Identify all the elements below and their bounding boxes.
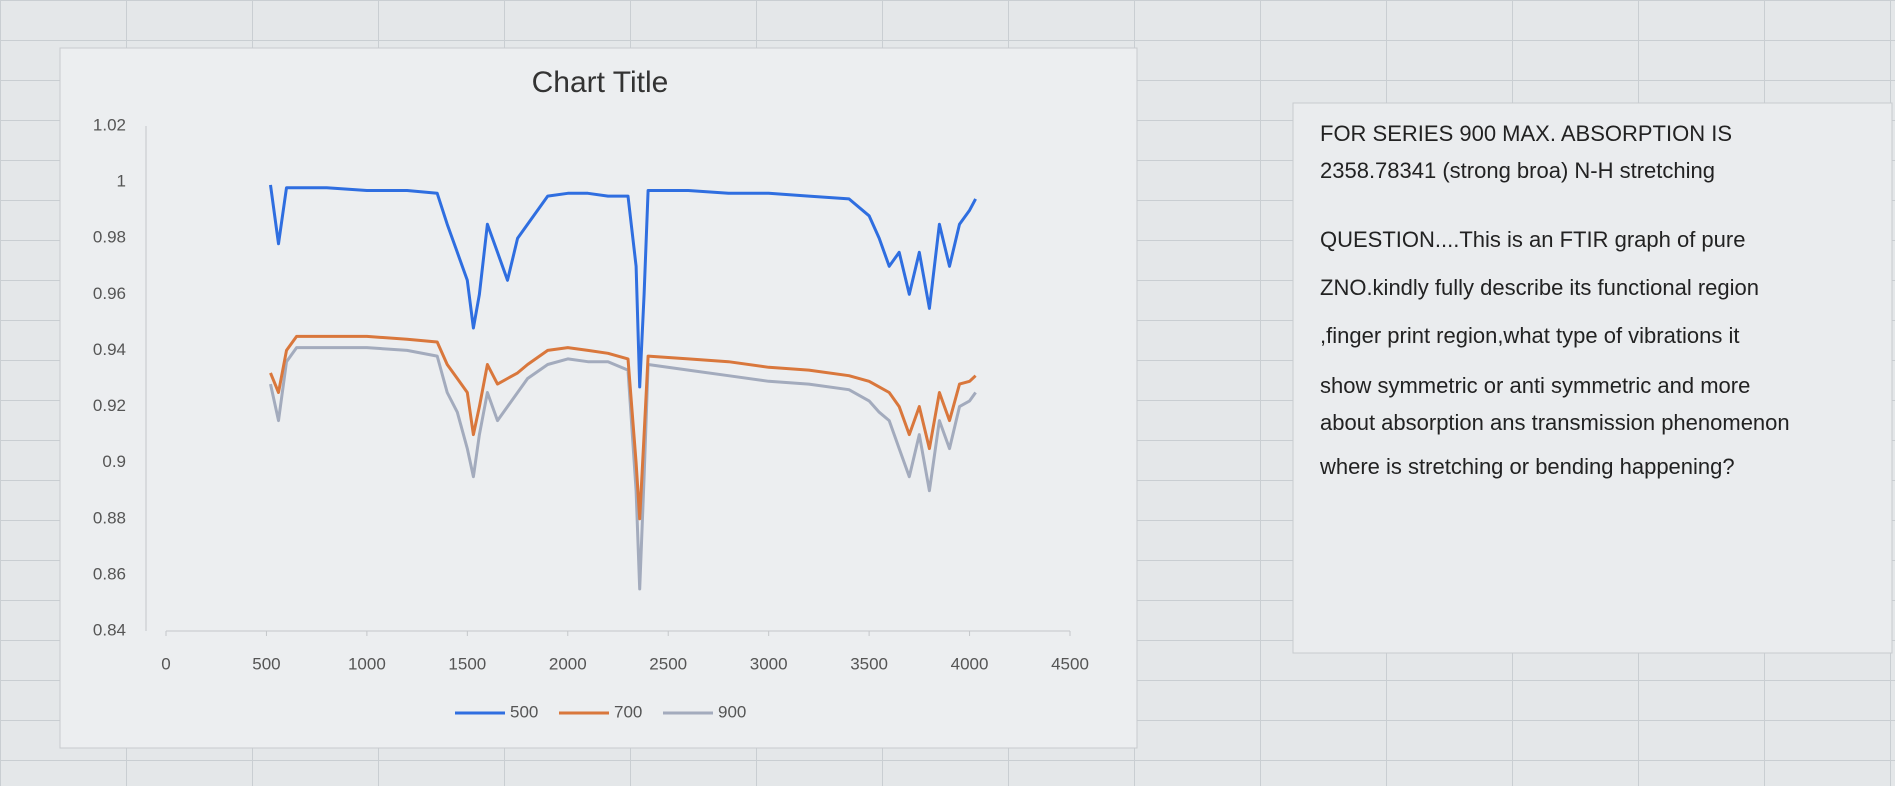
y-tick-label: 1.02 — [93, 115, 126, 134]
y-tick-label: 0.94 — [93, 340, 126, 359]
note-line: FOR SERIES 900 MAX. ABSORPTION IS — [1320, 121, 1732, 146]
y-tick-label: 0.96 — [93, 284, 126, 303]
x-tick-label: 3000 — [750, 654, 788, 673]
y-tick-label: 0.98 — [93, 228, 126, 247]
x-tick-label: 4000 — [951, 654, 989, 673]
y-tick-label: 0.84 — [93, 620, 126, 639]
legend-label: 500 — [510, 702, 538, 721]
legend-label: 700 — [614, 702, 642, 721]
series-line — [269, 346, 977, 591]
note-line: QUESTION....This is an FTIR graph of pur… — [1320, 227, 1745, 252]
note-line: where is stretching or bending happening… — [1319, 454, 1735, 479]
text-box — [1292, 102, 1893, 654]
x-tick-label: 1000 — [348, 654, 386, 673]
note-line: show symmetric or anti symmetric and mor… — [1320, 373, 1750, 398]
chart-area — [59, 47, 1138, 749]
y-tick-label: 0.86 — [93, 564, 126, 583]
series-line — [269, 184, 977, 389]
note-line: ZNO.kindly fully describe its functional… — [1320, 275, 1759, 300]
note-line: about absorption ans transmission phenom… — [1320, 410, 1790, 435]
note-line: 2358.78341 (strong broa) N-H stretching — [1320, 158, 1715, 183]
x-tick-label: 3500 — [850, 654, 888, 673]
y-tick-label: 1 — [117, 172, 126, 191]
x-tick-label: 1500 — [448, 654, 486, 673]
y-tick-label: 0.92 — [93, 396, 126, 415]
x-tick-label: 2500 — [649, 654, 687, 673]
note-line: ,finger print region,what type of vibrat… — [1320, 323, 1739, 348]
x-tick-label: 500 — [252, 654, 280, 673]
series-line — [269, 334, 977, 521]
y-tick-label: 0.88 — [93, 508, 126, 527]
x-tick-label: 2000 — [549, 654, 587, 673]
y-tick-label: 0.9 — [102, 452, 126, 471]
legend-label: 900 — [718, 702, 746, 721]
x-tick-label: 0 — [161, 654, 170, 673]
chart-title: Chart Title — [532, 66, 669, 99]
x-tick-label: 4500 — [1051, 654, 1089, 673]
